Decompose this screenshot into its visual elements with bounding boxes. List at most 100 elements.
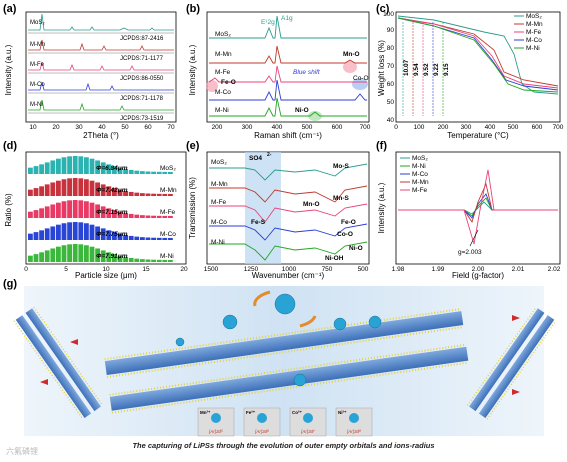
histogram-bar xyxy=(50,160,56,174)
histogram-bar xyxy=(145,237,151,240)
histogram-bar xyxy=(84,157,89,174)
trace-m-co xyxy=(28,81,174,91)
phi-value: Φ=7.75μm xyxy=(96,231,128,238)
sample-label: M-Fe xyxy=(160,209,176,216)
panel-d-xtick: 10 xyxy=(102,266,110,273)
sample-label: M-Co xyxy=(30,82,45,88)
histogram-bar xyxy=(44,184,50,196)
histogram-bar xyxy=(145,193,151,196)
panel-a-ylabel: Intensity (a.u.) xyxy=(4,44,13,95)
panel-b-xtick: 200 xyxy=(212,124,223,131)
panel-c-xtick: 300 xyxy=(461,124,472,131)
jcpds-ref: JCPDS:87-2416 xyxy=(120,36,164,42)
panel-f-legend: MoS₂ M-Ni M-Co M-Mn M-Fe xyxy=(400,155,429,194)
histogram-bar xyxy=(156,259,162,262)
histogram-bar xyxy=(33,210,39,218)
histogram-bar xyxy=(134,258,140,262)
histogram-bar xyxy=(134,192,140,196)
panel-label-b: (b) xyxy=(186,3,201,15)
histogram-bar xyxy=(44,250,50,262)
trace-m-fe xyxy=(397,17,559,89)
panel-b-xtick: 600 xyxy=(332,124,343,131)
histogram-bar xyxy=(112,188,117,196)
histogram-bar xyxy=(50,226,56,240)
sample-label: M-Co xyxy=(211,219,227,226)
panel-f-xtick: 2.00 xyxy=(472,266,485,273)
histogram-bar xyxy=(50,248,56,262)
panel-d-xtick: 5 xyxy=(64,266,68,273)
histogram-bar xyxy=(117,189,123,196)
histogram-bar xyxy=(33,254,39,262)
annotation: 2- xyxy=(267,152,272,158)
trace-m-co xyxy=(209,223,368,241)
orbital-label: [Ar]3d⁸ xyxy=(346,429,361,434)
panel-a-xtick: 30 xyxy=(75,124,83,131)
panel-c-ytick: 100 xyxy=(383,11,394,18)
panel-a-xtick: 10 xyxy=(29,124,37,131)
trace-m-fe xyxy=(398,169,558,245)
sample-label: M-Mn xyxy=(211,181,228,188)
histogram-bar xyxy=(140,171,145,174)
histogram-bar xyxy=(44,162,50,174)
histogram-bar xyxy=(33,166,39,174)
weight-value: 9.54 xyxy=(413,63,420,76)
histogram-bar xyxy=(44,228,50,240)
panel-c-xtick: 100 xyxy=(414,124,425,131)
histogram-bar xyxy=(56,246,61,262)
svg-text:MoS₂: MoS₂ xyxy=(412,155,428,162)
svg-text:M-Co: M-Co xyxy=(526,37,542,44)
histogram-bar xyxy=(61,179,67,196)
histogram-bar xyxy=(151,259,156,262)
histogram-bar xyxy=(106,164,112,174)
histogram-bar xyxy=(95,160,100,174)
histogram-bar xyxy=(168,215,173,218)
sample-label: M-Fe xyxy=(211,199,227,206)
panel-b-xtick: 400 xyxy=(272,124,283,131)
panel-c-xtick: 200 xyxy=(438,124,449,131)
svg-text:M-Fe: M-Fe xyxy=(412,187,428,194)
annotation: Ni-O xyxy=(349,245,363,252)
panel-a-xtick: 60 xyxy=(144,124,152,131)
panel-f-epr: Intensity (a.u.) Field (g-factor) 1.98 1… xyxy=(377,151,561,280)
g-value: g=2.003 xyxy=(458,249,482,256)
histogram-bar xyxy=(117,233,123,240)
trace-mos2 xyxy=(209,15,367,39)
histogram-bar xyxy=(162,237,168,240)
annotation: Fe-S xyxy=(251,219,266,226)
histogram-bar xyxy=(89,180,95,196)
histogram-bar xyxy=(95,204,100,218)
panel-c-xtick: 400 xyxy=(485,124,496,131)
sample-label: M-Ni xyxy=(30,102,43,108)
histogram-bar xyxy=(61,201,67,218)
trace-m-ni xyxy=(398,197,558,217)
histogram-bar xyxy=(123,212,128,218)
panel-f-xtick: 1.98 xyxy=(392,266,405,273)
histogram-bar xyxy=(128,235,134,240)
histogram-bar xyxy=(140,237,145,240)
histogram-bar xyxy=(151,171,156,174)
histogram-bar xyxy=(72,156,78,174)
histogram-bar xyxy=(112,210,117,218)
histogram-bar xyxy=(100,228,106,240)
panel-c-ytick: 40 xyxy=(387,117,395,124)
histogram-bar xyxy=(123,256,128,262)
panel-f-xtick: 1.99 xyxy=(432,266,445,273)
histogram-bar xyxy=(78,200,84,218)
histogram-bar xyxy=(145,171,151,174)
annotation: Co-O xyxy=(353,75,369,82)
histogram-bar xyxy=(95,226,100,240)
weight-value: 9.52 xyxy=(423,63,430,76)
sample-label: M-Mn xyxy=(215,51,232,58)
sample-label: MoS₂ xyxy=(160,165,176,172)
panel-e-xtick: 1000 xyxy=(282,266,297,273)
panel-label-e: (e) xyxy=(186,140,200,152)
panel-e-xlabel: Wavenumber (cm⁻¹) xyxy=(252,271,325,280)
histogram-bar xyxy=(117,211,123,218)
trace-m-ni xyxy=(209,97,367,117)
panel-b-xtick: 500 xyxy=(302,124,313,131)
histogram-bar xyxy=(56,224,61,240)
panel-d-xtick: 0 xyxy=(24,266,28,273)
histogram-bar xyxy=(151,215,156,218)
panel-c-ytick: 60 xyxy=(387,81,395,88)
panel-c-xtick: 0 xyxy=(394,124,398,131)
